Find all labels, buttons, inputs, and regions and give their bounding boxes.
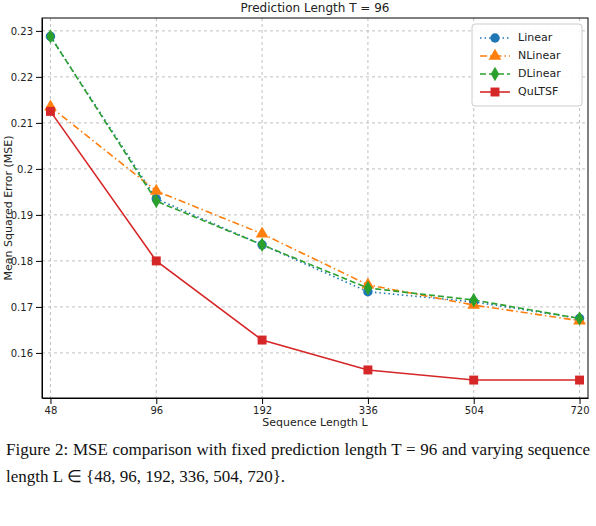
x-tick-mark: [262, 398, 263, 404]
grid-line: [42, 122, 588, 123]
legend-label: NLinear: [518, 49, 561, 62]
legend-marker: [491, 88, 500, 97]
x-tick: 192: [253, 398, 272, 416]
y-tick-label: 0.21: [11, 118, 33, 129]
legend-entry: Linear: [480, 31, 553, 44]
series-marker: [575, 376, 584, 385]
legend-entry: NLinear: [480, 49, 561, 62]
y-tick-mark: [36, 77, 42, 78]
series-marker: [152, 256, 161, 265]
x-tick-mark: [156, 398, 157, 404]
y-tick-label: 0.2: [17, 164, 33, 175]
series-marker: [150, 184, 163, 195]
grid-line: [50, 18, 51, 398]
series: [44, 99, 586, 324]
x-tick-mark: [474, 398, 475, 404]
legend-entry: QuLTSF: [480, 85, 558, 98]
x-tick-label: 192: [253, 405, 272, 416]
x-tick-mark: [580, 398, 581, 404]
chart: 48961923365047200.160.170.180.190.20.210…: [0, 0, 596, 432]
legend-label: DLinear: [518, 67, 561, 80]
y-tick: 0.23: [11, 26, 42, 37]
y-tick: 0.22: [11, 72, 42, 83]
series-marker: [46, 107, 55, 116]
x-axis-title: Sequence Length L: [262, 416, 368, 429]
legend-box: [472, 24, 582, 106]
caption: Figure 2: MSE comparison with fixed pred…: [6, 436, 590, 490]
series: [46, 29, 583, 325]
x-tick-mark: [50, 398, 51, 404]
y-tick-label: 0.23: [11, 26, 33, 37]
grid-line: [42, 168, 588, 169]
y-axis: 0.16 0.17 0.18 0.19 0.2 0.21 0.22 0.23: [11, 19, 43, 399]
y-tick-mark: [36, 261, 42, 262]
y-tick: 0.17: [11, 302, 42, 313]
grid-line: [42, 352, 588, 353]
x-tick-mark: [368, 398, 369, 404]
legend-marker: [490, 33, 499, 42]
grid-line: [42, 260, 588, 261]
series-marker: [152, 194, 160, 208]
grid: [42, 18, 588, 398]
series-marker: [258, 336, 267, 345]
series-marker: [469, 376, 478, 385]
series-marker: [256, 226, 269, 237]
x-tick: 48: [45, 398, 58, 416]
grid-line: [367, 18, 368, 398]
series-marker: [470, 293, 478, 307]
x-axis: 48 96 192 336 504 720: [43, 398, 590, 416]
y-tick: 0.21: [11, 118, 42, 129]
x-tick: 720: [570, 398, 589, 416]
series-marker: [575, 311, 583, 325]
y-tick-mark: [36, 307, 42, 308]
series-marker: [363, 365, 372, 374]
x-tick: 336: [359, 398, 378, 416]
x-tick-label: 720: [570, 405, 589, 416]
series-marker: [46, 29, 54, 43]
y-tick: 0.16: [11, 348, 42, 359]
y-tick-label: 0.22: [11, 72, 33, 83]
y-tick-mark: [36, 353, 42, 354]
y-tick: 0.19: [11, 210, 42, 221]
x-tick-label: 504: [465, 405, 484, 416]
x-tick-label: 336: [359, 405, 378, 416]
legend-label: Linear: [518, 31, 553, 44]
y-tick: 0.2: [17, 164, 42, 175]
y-tick-mark: [36, 123, 42, 124]
y-axis-title: Mean Squared Error (MSE): [2, 136, 15, 281]
legend-label: QuLTSF: [518, 85, 558, 98]
legend: Linear NLinear DLinear QuLTSF: [472, 24, 582, 106]
y-tick: 0.18: [11, 256, 42, 267]
title: Prediction Length T = 96: [241, 1, 390, 15]
plot-frame: [42, 18, 588, 398]
series-line: [50, 111, 579, 380]
x-tick-label: 96: [150, 405, 163, 416]
y-tick-label: 0.16: [11, 348, 33, 359]
legend-entry: DLinear: [480, 67, 561, 81]
y-tick-mark: [36, 31, 42, 32]
x-tick-label: 48: [45, 405, 58, 416]
legend-marker: [489, 49, 502, 60]
x-tick: 96: [150, 398, 163, 416]
y-tick-label: 0.17: [11, 302, 33, 313]
series-marker: [364, 281, 372, 295]
series-marker: [258, 238, 266, 252]
x-tick: 504: [465, 398, 484, 416]
series-line: [50, 107, 579, 321]
y-tick-mark: [36, 169, 42, 170]
series: [46, 107, 584, 385]
y-tick-mark: [36, 215, 42, 216]
legend-marker: [491, 67, 499, 81]
